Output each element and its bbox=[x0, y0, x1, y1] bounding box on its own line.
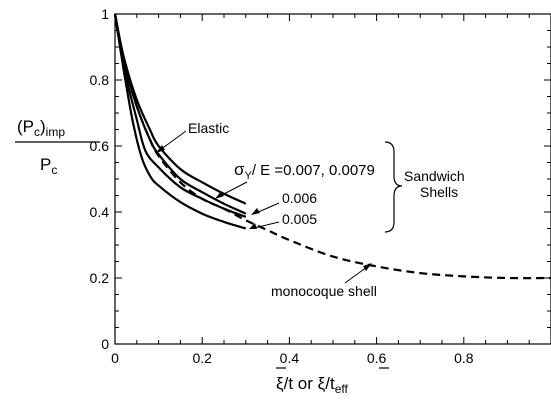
monocoque-arrowhead bbox=[363, 263, 372, 271]
elastic-arrow bbox=[159, 130, 187, 151]
axis-tick-labels: 0 0.2 0.4 0.6 0.8 0 0.2 0.4 0.6 0.8 1 bbox=[90, 6, 474, 366]
arrowhead-0006 bbox=[251, 208, 260, 215]
arrow-0005 bbox=[253, 221, 280, 229]
elastic-arrowhead bbox=[156, 145, 165, 153]
label-0006: 0.006 bbox=[282, 190, 317, 206]
sigma-arrowhead bbox=[215, 191, 224, 199]
series-line bbox=[113, 13, 247, 205]
x-tick-label: 0.4 bbox=[280, 350, 300, 366]
y-tick-label: 0.2 bbox=[90, 270, 110, 286]
x-axis-label: ξ/t or ξ/teff bbox=[276, 367, 389, 396]
sandwich-label: Sandwich bbox=[404, 168, 465, 184]
series-line bbox=[113, 13, 247, 215]
x-tick-label: 0.2 bbox=[192, 350, 212, 366]
sandwich-brace bbox=[384, 141, 403, 233]
svg-text:ξ/t or ξ/teff: ξ/t or ξ/teff bbox=[276, 374, 349, 396]
series-line bbox=[113, 13, 247, 218]
monocoque-arrow bbox=[344, 266, 368, 284]
y-tick-label: 0.8 bbox=[90, 72, 110, 88]
y-tick-label: 0.6 bbox=[90, 138, 110, 154]
svg-text:Pc: Pc bbox=[40, 155, 57, 177]
sigma-label: σY/ E =0.007, 0.0079 bbox=[234, 160, 375, 182]
y-axis-label: (Pc)imp Pc bbox=[15, 117, 100, 177]
series-line bbox=[113, 13, 247, 230]
arrow-0006 bbox=[255, 202, 280, 214]
elastic-label: Elastic bbox=[188, 120, 229, 136]
axis-ticks bbox=[114, 13, 551, 345]
monocoque-label: monocoque shell bbox=[271, 283, 377, 299]
svg-text:(Pc)imp: (Pc)imp bbox=[17, 117, 65, 139]
x-tick-label: 0.8 bbox=[454, 350, 474, 366]
arrowhead-0005 bbox=[249, 223, 257, 229]
y-tick-label: 0.4 bbox=[90, 204, 110, 220]
x-tick-label: 0 bbox=[111, 350, 119, 366]
series-line bbox=[113, 13, 551, 280]
shells-label: Shells bbox=[420, 184, 458, 200]
y-tick-label: 1 bbox=[101, 6, 109, 22]
label-0005: 0.005 bbox=[282, 211, 317, 227]
series-layer bbox=[113, 13, 551, 280]
y-tick-label: 0 bbox=[101, 336, 109, 352]
x-tick-label: 0.6 bbox=[367, 350, 387, 366]
sigma-arrow bbox=[219, 181, 248, 197]
